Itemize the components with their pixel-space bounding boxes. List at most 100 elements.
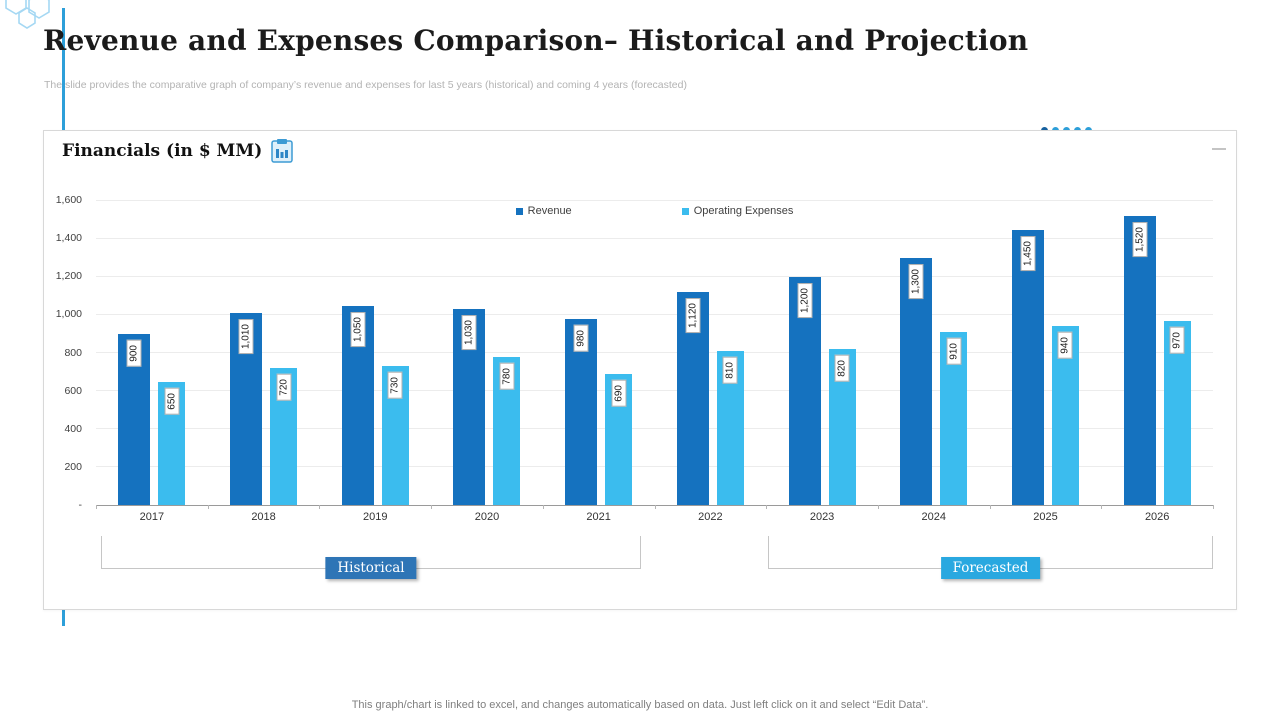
gridline (96, 390, 1213, 391)
financials-chart-panel[interactable]: Financials (in $ MM) Revenue Operating Ex… (43, 130, 1237, 610)
bar-value-label: 1,520 (1132, 222, 1148, 258)
clipboard-bar-chart-icon (271, 139, 293, 163)
y-tick-label: - (78, 499, 83, 511)
bar-expenses-2021: 690 (605, 373, 633, 505)
gridline (96, 314, 1213, 315)
y-tick-label: 800 (64, 346, 82, 359)
legend-item-operating-expenses: Operating Expenses (681, 205, 794, 217)
x-tick-mark (989, 505, 991, 509)
y-tick-label: 600 (64, 384, 82, 397)
bar-value-label: 970 (1169, 326, 1185, 354)
bar-revenue-2017: 900 (118, 334, 151, 505)
legend-swatch (681, 207, 689, 215)
bar-group-2019: 1,050 730 (319, 201, 431, 505)
x-tick-label: 2026 (1144, 511, 1170, 523)
bar-group-2021: 980 690 (543, 201, 655, 505)
x-tick-mark (654, 505, 656, 509)
plot-area[interactable]: 900 650 1,010 720 1,050 730 1,030 780 980 690 1,12… (96, 200, 1214, 509)
bar-value-label: 940 (1057, 332, 1073, 360)
bar-expenses-2026: 970 (1163, 320, 1191, 505)
x-tick-label: 2020 (474, 511, 500, 523)
bar-value-label: 900 (126, 340, 142, 367)
y-tick-label: 1,000 (55, 308, 82, 321)
bar-group-2020: 1,030 780 (431, 201, 543, 505)
gridline (96, 428, 1213, 429)
x-axis: 2017 2018 2019 2020 2021 2022 2023 2024 2025 2026 (96, 511, 1213, 523)
x-tick-label: 2022 (698, 511, 723, 523)
gridline (96, 276, 1213, 277)
bar-group-2017: 900 650 (96, 201, 208, 505)
x-tick-mark (207, 505, 209, 509)
y-tick-label: 200 (64, 460, 82, 473)
legend-item-revenue: Revenue (515, 205, 572, 217)
bar-expenses-2025: 940 (1051, 326, 1079, 505)
bar-group-2025: 1,450 940 (990, 201, 1102, 505)
gridline (96, 238, 1213, 239)
bar-value-label: 650 (164, 387, 180, 415)
x-tick-mark (431, 505, 433, 509)
gridline (96, 466, 1213, 467)
bar-value-label: 1,120 (685, 298, 701, 334)
bar-group-2026: 1,520 970 (1101, 201, 1213, 505)
bar-revenue-2026: 1,520 (1123, 216, 1156, 505)
bar-expenses-2022: 810 (716, 351, 744, 505)
bar-expenses-2020: 780 (493, 356, 521, 505)
bar-value-label: 810 (722, 357, 738, 384)
bar-expenses-2017: 650 (158, 381, 186, 505)
x-tick-mark (1101, 505, 1103, 509)
x-tick-label: 2025 (1033, 511, 1058, 523)
bar-expenses-2024: 910 (940, 332, 968, 505)
x-tick-mark (319, 505, 321, 509)
legend-label: Revenue (527, 205, 572, 217)
bracket-label-historical: Historical (325, 557, 417, 579)
bar-revenue-2020: 1,030 (453, 309, 486, 505)
bar-group-2018: 1,010 720 (208, 201, 320, 505)
bar-value-label: 1,030 (461, 315, 477, 351)
bar-value-label: 910 (946, 338, 962, 365)
x-tick-label: 2021 (586, 511, 611, 523)
chart-legend: Revenue Operating Expenses (96, 205, 1213, 217)
y-tick-label: 400 (64, 422, 82, 435)
bar-revenue-2018: 1,010 (230, 313, 263, 505)
x-tick-mark (766, 505, 768, 509)
x-tick-label: 2017 (139, 511, 165, 523)
gridline (96, 200, 1213, 201)
bar-value-label: 1,450 (1020, 235, 1036, 271)
x-tick-label: 2019 (363, 511, 388, 523)
bar-value-label: 820 (834, 355, 850, 382)
bar-revenue-2019: 1,050 (341, 305, 374, 505)
hexagon-decoration (5, 0, 50, 29)
bar-value-label: 1,050 (350, 311, 366, 347)
x-tick-mark (877, 505, 879, 509)
legend-label: Operating Expenses (693, 205, 794, 217)
panel-header: Financials (in $ MM) (62, 138, 294, 164)
bar-value-label: 690 (611, 379, 627, 407)
minimize-dash (1212, 148, 1226, 150)
bar-revenue-2023: 1,200 (788, 277, 821, 505)
bar-value-label: 1,200 (797, 283, 813, 319)
bar-value-label: 1,010 (238, 319, 254, 355)
x-tick-mark (96, 505, 97, 509)
bar-revenue-2024: 1,300 (900, 258, 933, 505)
bracket-label-forecasted: Forecasted (940, 557, 1041, 579)
bar-revenue-2022: 1,120 (676, 292, 709, 505)
bar-revenue-2025: 1,450 (1011, 229, 1044, 505)
x-tick-label: 2018 (251, 511, 276, 523)
bar-revenue-2021: 980 (565, 318, 598, 505)
y-tick-label: 1,600 (55, 194, 82, 206)
bar-value-label: 980 (573, 324, 589, 352)
x-tick-mark (542, 505, 544, 509)
footer-note: This graph/chart is linked to excel, and… (351, 699, 929, 711)
bar-expenses-2023: 820 (828, 349, 856, 505)
x-tick-label: 2023 (809, 511, 835, 523)
bar-value-label: 1,300 (908, 264, 924, 300)
historical-bracket: Historical (101, 536, 641, 579)
x-tick-label: 2024 (921, 511, 947, 523)
bar-group-2022: 1,120 810 (655, 201, 767, 505)
y-tick-label: 1,400 (55, 232, 82, 245)
bar-group-2024: 1,300 910 (878, 201, 990, 505)
bar-expenses-2018: 720 (270, 368, 298, 505)
panel-title: Financials (in $ MM) (62, 141, 263, 161)
bar-value-label: 780 (499, 362, 515, 390)
